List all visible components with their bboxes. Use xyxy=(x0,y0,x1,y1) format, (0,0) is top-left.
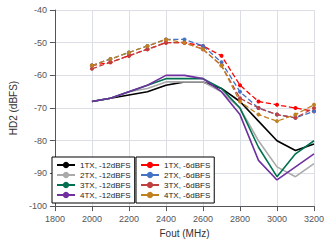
svg-text:-90: -90 xyxy=(34,168,47,178)
svg-text:1TX, -6dBFS: 1TX, -6dBFS xyxy=(164,161,210,170)
svg-text:1TX, -12dBFS: 1TX, -12dBFS xyxy=(80,161,131,170)
svg-text:-50: -50 xyxy=(34,38,47,48)
svg-text:Fout (MHz): Fout (MHz) xyxy=(159,228,209,239)
svg-text:2400: 2400 xyxy=(156,214,176,224)
svg-text:4TX, -6dBFS: 4TX, -6dBFS xyxy=(164,191,210,200)
svg-text:-100: -100 xyxy=(29,201,47,211)
svg-text:HD2 (dBFS): HD2 (dBFS) xyxy=(8,81,19,135)
svg-text:-40: -40 xyxy=(34,5,47,15)
svg-text:1800: 1800 xyxy=(45,214,65,224)
svg-text:3TX, -12dBFS: 3TX, -12dBFS xyxy=(80,181,131,190)
svg-text:4TX, -12dBFS: 4TX, -12dBFS xyxy=(80,191,131,200)
svg-text:2800: 2800 xyxy=(230,214,250,224)
svg-text:2TX, -6dBFS: 2TX, -6dBFS xyxy=(164,171,210,180)
svg-text:2600: 2600 xyxy=(193,214,213,224)
svg-text:2200: 2200 xyxy=(119,214,139,224)
svg-text:-80: -80 xyxy=(34,136,47,146)
svg-text:-60: -60 xyxy=(34,70,47,80)
svg-text:2000: 2000 xyxy=(82,214,102,224)
svg-text:3200: 3200 xyxy=(304,214,324,224)
svg-text:3TX, -6dBFS: 3TX, -6dBFS xyxy=(164,181,210,190)
svg-text:2TX, -12dBFS: 2TX, -12dBFS xyxy=(80,171,131,180)
svg-text:3000: 3000 xyxy=(267,214,287,224)
svg-text:-70: -70 xyxy=(34,103,47,113)
